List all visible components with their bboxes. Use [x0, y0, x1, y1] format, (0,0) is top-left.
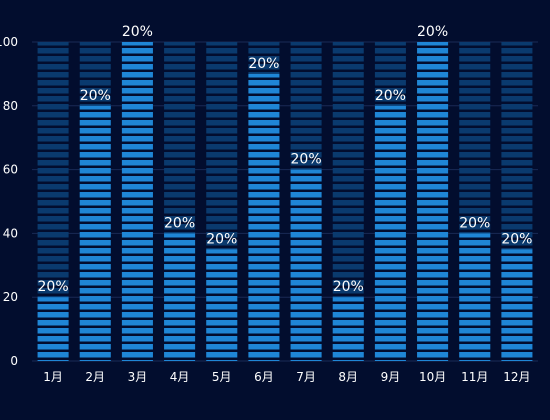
y-axis-ticks: 0 20 40 60 80 100 — [0, 35, 18, 368]
data-label: 20% — [38, 279, 69, 295]
x-tick-label: 10月 — [419, 370, 446, 384]
y-tick-label: 80 — [3, 99, 18, 113]
x-tick-label: 5月 — [212, 370, 232, 384]
x-tick-label: 6月 — [254, 370, 274, 384]
bar-11月[interactable] — [459, 233, 491, 361]
y-tick-label: 0 — [10, 354, 18, 368]
bar-7月[interactable] — [290, 169, 322, 361]
bar-tracks — [37, 42, 533, 361]
data-label: 20% — [122, 24, 153, 40]
data-label: 20% — [80, 88, 111, 104]
data-label: 20% — [417, 24, 448, 40]
x-tick-label: 12月 — [503, 370, 530, 384]
y-tick-label: 40 — [3, 226, 18, 240]
x-tick-label: 9月 — [381, 370, 401, 384]
bar-1月[interactable] — [37, 297, 69, 361]
data-label: 20% — [375, 88, 406, 104]
bar-12月[interactable] — [501, 249, 533, 361]
data-label: 20% — [291, 152, 322, 168]
bar-2月[interactable] — [79, 105, 111, 361]
data-label: 20% — [333, 279, 364, 295]
x-tick-label: 4月 — [170, 370, 190, 384]
bar-6月[interactable] — [248, 73, 280, 362]
bar-4月[interactable] — [164, 233, 196, 361]
x-tick-label: 7月 — [296, 370, 316, 384]
data-label: 20% — [164, 215, 195, 231]
bar-5月[interactable] — [206, 249, 238, 361]
x-tick-label: 1月 — [43, 370, 63, 384]
x-tick-label: 8月 — [338, 370, 358, 384]
data-label: 20% — [459, 215, 490, 231]
bars — [37, 42, 533, 362]
data-labels: 20% 20% 20% 20% 20% 20% 20% 20% 20% 20% 20% 20% — [38, 24, 533, 295]
y-tick-label: 100 — [0, 35, 18, 49]
bar-10月[interactable] — [417, 42, 449, 361]
y-tick-label: 20 — [3, 290, 18, 304]
data-label: 20% — [206, 231, 237, 247]
data-label: 20% — [248, 56, 279, 72]
bar-3月[interactable] — [121, 42, 153, 361]
grid-lines — [32, 41, 538, 362]
x-tick-label: 3月 — [128, 370, 148, 384]
y-tick-label: 60 — [3, 163, 18, 177]
bar-9月[interactable] — [374, 105, 406, 361]
x-axis-ticks: 1月 2月 3月 4月 5月 6月 7月 8月 9月 10月 11月 12月 — [43, 370, 530, 384]
x-tick-label: 11月 — [461, 370, 488, 384]
data-label: 20% — [501, 231, 532, 247]
x-tick-label: 2月 — [85, 370, 105, 384]
bar-8月[interactable] — [332, 297, 364, 361]
